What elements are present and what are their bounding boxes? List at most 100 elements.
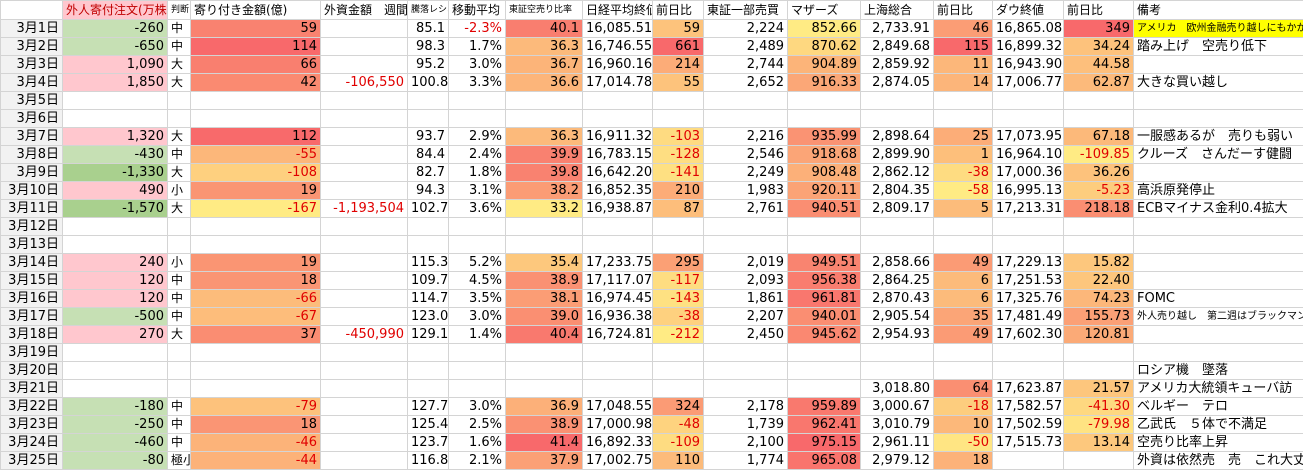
cell: 324 (652, 397, 704, 416)
cell: 100.8 (407, 73, 449, 92)
cell: 123.0 (407, 307, 449, 326)
cell: -167 (190, 199, 321, 218)
cell (320, 253, 408, 272)
cell (448, 343, 506, 362)
cell: 17,229.13 (992, 253, 1064, 272)
cell: 5.2% (448, 253, 506, 272)
cell (167, 91, 191, 110)
cell: 16,943.90 (992, 55, 1064, 74)
cell: 極小 (167, 451, 191, 470)
cell: 3月20日 (0, 361, 63, 380)
cell (407, 217, 449, 236)
note-cell (1133, 343, 1303, 362)
cell (703, 361, 788, 380)
cell: 59 (190, 19, 321, 38)
cell: 2,093 (703, 271, 788, 290)
cell: 17,000.98 (582, 415, 653, 434)
cell: 961.81 (787, 289, 861, 308)
table-row: 3月4日 1,850 大 42 -106,550 100.8 3.3% 36.6 17,014.… (0, 73, 1303, 92)
cell: 37.9 (505, 451, 583, 470)
column-header: 前日比 (933, 0, 993, 20)
cell: 218.18 (1063, 199, 1134, 218)
cell: 66 (190, 55, 321, 74)
cell: -79 (190, 397, 321, 416)
cell (320, 271, 408, 290)
cell: 84.4 (407, 145, 449, 164)
cell (703, 91, 788, 110)
cell (703, 235, 788, 254)
table-row: 3月23日 -250 中 18 125.4 2.5% 38.9 17,000.98 -48 1,7… (0, 415, 1303, 434)
cell (652, 379, 704, 398)
cell: 2,019 (703, 253, 788, 272)
column-header: 上海総合 (860, 0, 934, 20)
cell: 38.2 (505, 181, 583, 200)
cell: 大 (167, 73, 191, 92)
cell: 17,602.30 (992, 325, 1064, 344)
cell (1063, 451, 1134, 470)
column-header: マザーズ (787, 0, 861, 20)
cell (190, 217, 321, 236)
column-header: 外人寄付注文(万株) (62, 0, 168, 20)
cell (787, 343, 861, 362)
cell: 2,898.64 (860, 127, 934, 146)
cell: 中 (167, 415, 191, 434)
cell (933, 217, 993, 236)
cell: 98.3 (407, 37, 449, 56)
cell (860, 235, 934, 254)
cell: 1.6% (448, 433, 506, 452)
table-row: 3月11日 -1,570 大 -167 -1,193,504 102.7 3.6% 33.2 1… (0, 199, 1303, 218)
cell (787, 91, 861, 110)
cell: 3月17日 (0, 307, 63, 326)
cell (505, 235, 583, 254)
cell: 2,178 (703, 397, 788, 416)
column-header: 前日比 (652, 0, 704, 20)
cell: 36.3 (505, 127, 583, 146)
cell (505, 361, 583, 380)
cell: 3.0% (448, 55, 506, 74)
cell: 661 (652, 37, 704, 56)
cell: 85.1 (407, 19, 449, 38)
cell: 16,852.35 (582, 181, 653, 200)
cell: 3月21日 (0, 379, 63, 398)
cell (992, 235, 1064, 254)
cell: 17,251.53 (992, 271, 1064, 290)
cell: 5 (933, 199, 993, 218)
cell (703, 343, 788, 362)
cell: 17,002.75 (582, 451, 653, 470)
cell: 35.4 (505, 253, 583, 272)
cell: 3.3% (448, 73, 506, 92)
note-cell (1133, 217, 1303, 236)
cell: 59 (652, 19, 704, 38)
cell (448, 217, 506, 236)
cell: -650 (62, 37, 168, 56)
cell (320, 127, 408, 146)
cell (190, 235, 321, 254)
cell: 16,865.08 (992, 19, 1064, 38)
cell: 67.18 (1063, 127, 1134, 146)
cell: -1,330 (62, 163, 168, 182)
column-header: 移動平均 (448, 0, 506, 20)
cell (62, 109, 168, 128)
cell: 小 (167, 253, 191, 272)
cell: 62.87 (1063, 73, 1134, 92)
cell: 16,642.20 (582, 163, 653, 182)
cell: 17,073.95 (992, 127, 1064, 146)
cell: -117 (652, 271, 704, 290)
cell: 127.7 (407, 397, 449, 416)
cell: -46 (190, 433, 321, 452)
cell (1063, 217, 1134, 236)
cell: 22.40 (1063, 271, 1134, 290)
cell: -128 (652, 145, 704, 164)
cell: 129.1 (407, 325, 449, 344)
cell: 116.8 (407, 451, 449, 470)
cell: 17,000.36 (992, 163, 1064, 182)
note-cell (1133, 325, 1303, 344)
cell: -55 (190, 145, 321, 164)
cell: 3.1% (448, 181, 506, 200)
note-cell: FOMC (1133, 289, 1303, 308)
cell (190, 91, 321, 110)
cell: 2,870.43 (860, 289, 934, 308)
cell: 490 (62, 181, 168, 200)
cell: 2,249 (703, 163, 788, 182)
